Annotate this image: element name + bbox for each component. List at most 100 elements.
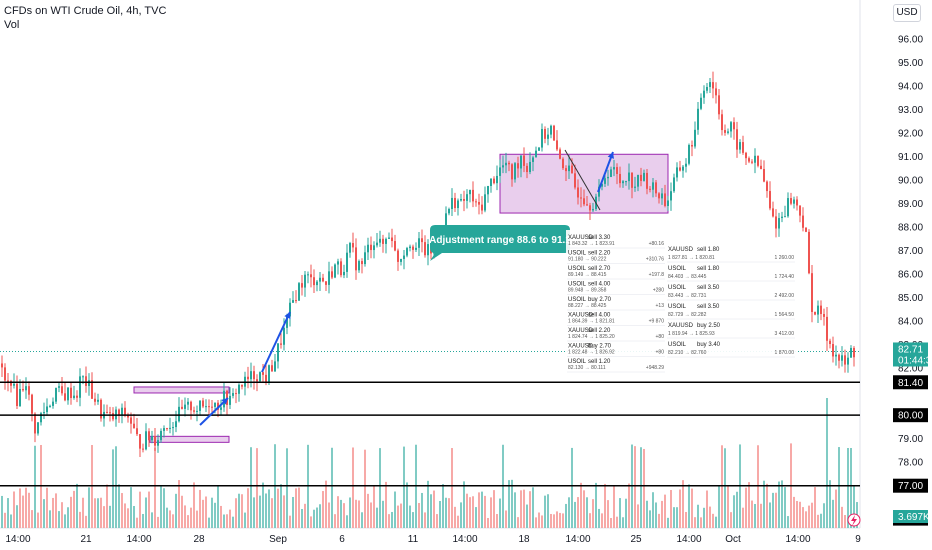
candle [511,164,513,180]
volume-bar [211,497,213,528]
candle [670,191,672,201]
candle [367,244,369,253]
volume-bar [532,487,534,528]
volume-bar [61,502,63,528]
candle [391,237,393,242]
candle [736,129,738,150]
candle [445,213,447,236]
volume-bar [535,517,537,528]
volume-bar [427,480,429,528]
volume-bar [655,502,657,528]
volume-bar [70,496,72,528]
candle [517,163,519,169]
volume-bar [727,486,729,528]
candle [763,169,765,182]
volume-bar [649,510,651,528]
volume-bar [457,515,459,528]
volume-bar [487,517,489,528]
candle [631,172,633,188]
volume-bar [661,500,663,528]
candle [205,406,207,408]
volume-bar [547,494,549,528]
candle [397,250,399,262]
candle [421,238,423,243]
volume-bar [679,489,681,528]
candle [349,243,351,253]
volume-bar [598,508,600,528]
volume-bar [715,516,717,528]
volume-bar [85,515,87,528]
volume-bar [355,499,357,528]
candle [802,215,804,228]
candle [466,194,468,201]
candle [616,167,618,174]
candle [562,158,564,169]
volume-bar [154,447,156,528]
candle [766,181,768,192]
volume-bar [25,487,27,528]
volume-bar [271,498,273,528]
candle [541,128,543,148]
volume-bar [829,480,831,528]
volume-bar [88,487,90,528]
volume-bar [802,507,804,528]
candle [733,122,735,130]
candle [748,158,750,162]
candle [262,372,264,375]
volume-bar [394,491,396,528]
volume-bar [82,497,84,528]
volume-bar [151,512,153,528]
candle [142,448,144,450]
volume-bar [763,480,765,528]
time-tick-label: 11 [408,534,419,545]
volume-bar [841,506,843,528]
candle [256,379,258,382]
volume-bar [676,507,678,528]
candle [481,204,483,211]
volume-bar [637,504,639,528]
volume-bar [718,486,720,528]
volume-bar [301,508,303,528]
candle [322,277,324,282]
volume-bar [217,485,219,528]
candle [409,246,411,249]
candle [127,414,129,418]
volume-bar [322,491,324,528]
candle [619,173,621,184]
volume-bar [673,507,675,528]
candle [634,186,636,188]
volume-bar [283,495,285,528]
volume-bar [241,494,243,528]
candle [70,387,72,399]
candle [805,227,807,232]
trade-action: sell 1.80 [697,247,720,253]
candle [655,182,657,194]
volume-bar [223,514,225,528]
volume-bar [568,497,570,528]
volume-bar [562,513,564,528]
volume-bar [103,506,105,528]
volume-bar [463,481,465,528]
current-price-label: 82.71 [898,344,923,355]
trade-prices: 1 824.74 → 1 825.20 [568,334,615,340]
volume-bar [613,485,615,528]
volume-bar [22,495,24,528]
candle [193,410,195,412]
candle [403,255,405,259]
candle [646,172,648,189]
volume-bar [331,447,333,528]
volume-bar [517,517,519,528]
chart-title: CFDs on WTI Crude Oil, 4h, TVC [4,5,167,17]
trade-action: sell 3.30 [588,235,611,241]
candle [592,209,594,211]
currency-button[interactable]: USD [893,4,921,22]
candle [475,201,477,203]
candle [601,183,603,187]
candle [301,283,303,288]
candle [577,187,579,198]
volume-bar [589,513,591,528]
candle [847,357,849,365]
candle [457,200,459,209]
candle [523,155,525,166]
